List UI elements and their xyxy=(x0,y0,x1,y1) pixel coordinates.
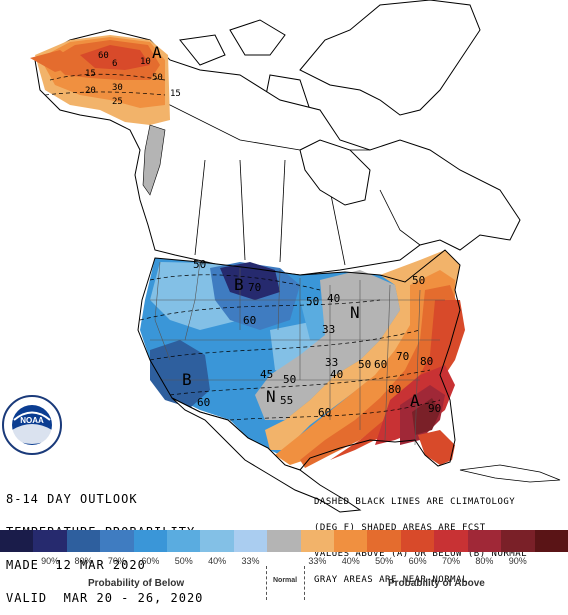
legend-swatch xyxy=(401,530,434,552)
label-ak6: 6 xyxy=(112,59,117,69)
legend-swatch xyxy=(434,530,467,552)
legend-swatch xyxy=(100,530,133,552)
label-ak30: 30 xyxy=(112,83,123,93)
label-ak50: 50 xyxy=(152,73,163,83)
header-valid-dates: VALID MAR 20 - 26, 2020 xyxy=(6,593,203,604)
label-ak20: 20 xyxy=(85,86,96,96)
label-a50-tex: 50 xyxy=(412,274,425,287)
legend-tick xyxy=(0,556,33,570)
label-b70: 70 xyxy=(248,281,261,294)
legend-swatch xyxy=(33,530,66,552)
temperature-outlook-map: A B B N N A 70 60 50 50 40 33 60 50 55 4… xyxy=(0,0,568,530)
legend-normal-left-divider xyxy=(266,566,267,600)
legend-tick: 90% xyxy=(33,556,66,570)
label-b50-north: 50 xyxy=(193,258,206,271)
label-a80: 80 xyxy=(420,355,433,368)
legend-below-caption: Probability of Below xyxy=(88,578,184,589)
legend-tick: 60% xyxy=(134,556,167,570)
label-b60-north: 60 xyxy=(243,314,256,327)
label-ak25: 25 xyxy=(112,97,123,107)
label-b55: 55 xyxy=(280,394,293,407)
legend-tick: 40% xyxy=(200,556,233,570)
legend-swatch xyxy=(367,530,400,552)
legend-tick: 40% xyxy=(334,556,367,570)
legend-swatch xyxy=(134,530,167,552)
label-a70: 70 xyxy=(396,350,409,363)
label-a80b: 80 xyxy=(388,383,401,396)
label-ak15b: 15 xyxy=(170,89,181,99)
legend-tick: 33% xyxy=(301,556,334,570)
legend-tick: 50% xyxy=(167,556,200,570)
label-a50: 50 xyxy=(358,358,371,371)
label-b60-west: 60 xyxy=(197,396,210,409)
header-title: 8-14 DAY OUTLOOK xyxy=(6,494,203,505)
noaa-logo: NOAA xyxy=(3,396,61,454)
south-normal-letter: N xyxy=(266,387,276,406)
legend-tick: 60% xyxy=(401,556,434,570)
legend-normal-caption: Normal xyxy=(273,577,297,584)
legend-swatch xyxy=(535,530,568,552)
label-ak10: 10 xyxy=(140,57,151,67)
legend-swatch xyxy=(501,530,534,552)
legend-normal-right-divider xyxy=(304,566,305,600)
legend-tick: 70% xyxy=(100,556,133,570)
west-below-letter: B xyxy=(182,370,192,389)
label-a60b: 60 xyxy=(318,406,331,419)
legend-tick xyxy=(535,556,568,570)
label-b40: 40 xyxy=(327,292,340,305)
label-b50-texas: 50 xyxy=(283,373,296,386)
legend-swatch xyxy=(267,530,300,552)
north-below-letter: B xyxy=(234,275,244,294)
legend-tick: 70% xyxy=(434,556,467,570)
legend-swatch xyxy=(200,530,233,552)
legend-tick xyxy=(267,556,300,570)
label-b45: 45 xyxy=(260,368,273,381)
label-a40: 40 xyxy=(330,368,343,381)
alaska-above-letter: A xyxy=(152,43,162,62)
label-a90: 90 xyxy=(428,402,441,415)
label-a60: 60 xyxy=(374,358,387,371)
noaa-logo-text: NOAA xyxy=(20,416,44,425)
legend-swatch xyxy=(301,530,334,552)
legend-tick: 50% xyxy=(367,556,400,570)
legend-color-bar xyxy=(0,530,568,552)
southeast-above-letter: A xyxy=(410,391,420,410)
label-b33: 33 xyxy=(322,323,335,336)
legend-tick-labels: 90% 80% 70% 60% 50% 40% 33% 33% 40% 50% 60% 70% 80% 9… xyxy=(0,556,568,570)
legend-swatch xyxy=(334,530,367,552)
legend-tick: 80% xyxy=(468,556,501,570)
legend-tick: 33% xyxy=(234,556,267,570)
legend-swatch xyxy=(468,530,501,552)
legend-swatch xyxy=(167,530,200,552)
legend-tick: 90% xyxy=(501,556,534,570)
legend-tick: 80% xyxy=(67,556,100,570)
label-b50-mid: 50 xyxy=(306,295,319,308)
legend-swatch xyxy=(67,530,100,552)
east-normal-letter: N xyxy=(350,303,360,322)
label-ak15: 15 xyxy=(85,69,96,79)
legend-swatch xyxy=(234,530,267,552)
legend-above-caption: Probability of Above xyxy=(388,578,485,589)
label-ak60: 60 xyxy=(98,51,109,61)
legend-swatch xyxy=(0,530,33,552)
note-line-1: DASHED BLACK LINES ARE CLIMATOLOGY xyxy=(314,498,527,507)
